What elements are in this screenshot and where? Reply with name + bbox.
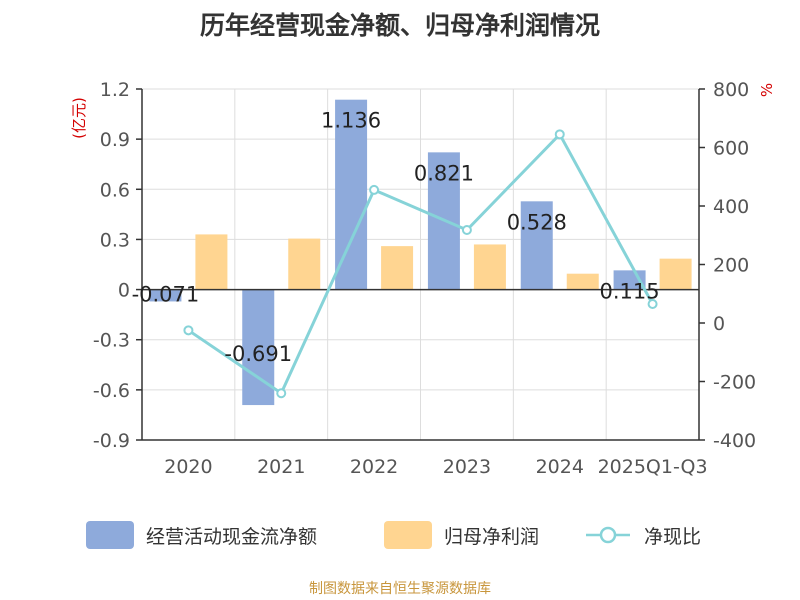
right-tick-label: 200	[713, 255, 749, 277]
left-tick-label: -0.6	[93, 380, 130, 402]
axes: 1.2 0.9 0.6 0.3 0 -0.3 -0.6 -0.9 800 600 400 200 0 -2…	[70, 79, 776, 478]
bar-operating-cash-flow	[335, 99, 368, 290]
bar-net-profit	[473, 244, 506, 290]
point-cash-ratio	[554, 129, 565, 140]
right-axis-unit: %	[758, 83, 776, 97]
legend-item-cash-ratio[interactable]: 净现比	[584, 518, 701, 552]
left-tick-label: 0.3	[100, 229, 130, 251]
right-tick-label: 0	[713, 313, 725, 335]
right-tick-label: 400	[713, 196, 749, 218]
data-label-operating-cash-flow: 0.528	[507, 210, 567, 234]
left-tick-label: 0.9	[100, 129, 130, 151]
bar-operating-cash-flow	[520, 201, 553, 290]
left-tick-label: -0.9	[93, 430, 130, 452]
source-note: 制图数据来自恒生聚源数据库	[309, 581, 491, 597]
point-cash-ratio	[369, 184, 380, 195]
right-tick-label: -200	[713, 372, 756, 394]
right-tick-label: -400	[713, 430, 756, 452]
bar-net-profit	[288, 238, 321, 290]
left-tick-label: -0.3	[93, 330, 130, 352]
bar-net-profit	[381, 246, 414, 290]
data-label-operating-cash-flow: 1.136	[321, 109, 381, 133]
data-label-operating-cash-flow: 0.115	[600, 279, 660, 303]
left-axis-unit: (亿元)	[70, 97, 88, 139]
data-label-operating-cash-flow: -0.691	[224, 342, 292, 366]
legend-item-net-profit[interactable]: 归母净利润	[384, 518, 539, 552]
data-label-operating-cash-flow: -0.071	[132, 283, 200, 307]
data-label-operating-cash-flow: 0.821	[414, 161, 474, 185]
legend-label: 归母净利润	[444, 525, 540, 548]
legend-label: 经营活动现金流净额	[146, 525, 318, 548]
data-labels: -0.071 -0.691 1.136 0.821 0.528 0.115	[132, 109, 660, 366]
x-tick-label: 2021	[257, 456, 305, 478]
left-tick-label: 0	[118, 280, 130, 302]
point-cash-ratio	[183, 325, 194, 336]
x-tick-label: 2024	[536, 456, 584, 478]
left-tick-label: 1.2	[100, 79, 130, 101]
bar-net-profit	[659, 258, 692, 290]
point-cash-ratio	[461, 224, 472, 235]
x-tick-label: 2025Q1-Q3	[598, 456, 708, 478]
right-tick-label: 600	[713, 138, 749, 160]
legend-swatch-operating-cash-flow	[86, 521, 134, 549]
point-cash-ratio	[647, 298, 658, 309]
legend-line-circle-icon	[586, 526, 630, 544]
bar-operating-cash-flow	[149, 289, 182, 302]
x-tick-label: 2023	[443, 456, 491, 478]
legend-swatch-net-profit	[384, 521, 432, 549]
x-tick-label: 2020	[164, 456, 212, 478]
point-cash-ratio	[276, 388, 287, 399]
left-tick-label: 0.6	[100, 179, 130, 201]
legend-item-operating-cash-flow[interactable]: 经营活动现金流净额	[86, 518, 317, 552]
bar-net-profit	[195, 234, 228, 290]
right-tick-label: 800	[713, 79, 749, 101]
legend-label: 净现比	[644, 525, 702, 548]
bar-series	[149, 99, 692, 406]
x-tick-label: 2022	[350, 456, 398, 478]
line-cash-ratio	[187, 131, 654, 396]
bar-net-profit	[566, 273, 599, 290]
chart-title: 历年经营现金净额、归母净利润情况	[199, 11, 600, 40]
legend: 经营活动现金流净额 归母净利润 净现比	[0, 518, 800, 558]
line-series	[183, 129, 658, 399]
